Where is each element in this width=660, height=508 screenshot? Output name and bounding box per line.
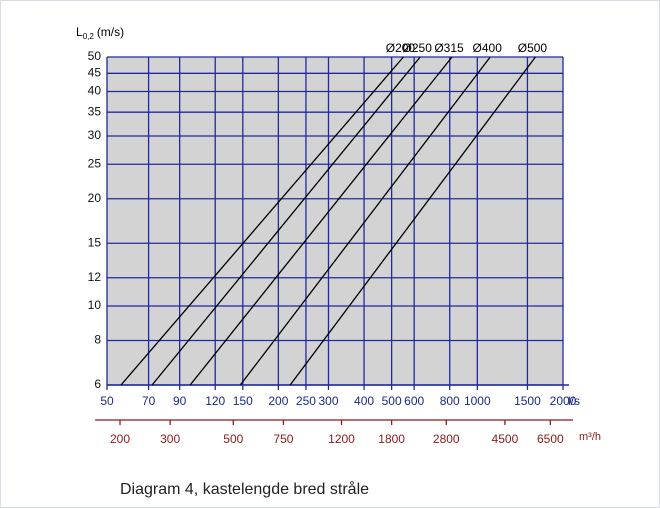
x2-tick-label: 2800: [433, 432, 460, 446]
series-label: Ø250: [403, 41, 433, 55]
y-label-unit: (m/s): [97, 25, 124, 39]
y-tick-label: 50: [88, 49, 102, 63]
x-tick-label: 1000: [464, 394, 491, 408]
x-tick-label: 500: [382, 394, 402, 408]
y-tick-label: 20: [88, 191, 102, 205]
series-line: [239, 56, 491, 386]
y-label-symbol: L: [76, 25, 83, 39]
caption: Diagram 4, kastelengde bred stråle: [120, 480, 369, 498]
y-axis-label: L0,2 (m/s): [76, 25, 124, 41]
x2-tick-label: 4500: [492, 432, 519, 446]
x2-tick-label: 750: [273, 432, 293, 446]
x-tick-label: 120: [205, 394, 225, 408]
x-tick-label: 200: [268, 394, 288, 408]
x-tick-label: 800: [440, 394, 460, 408]
y-tick-label: 40: [88, 84, 102, 98]
series-label: Ø400: [473, 41, 503, 55]
y-tick-label: 6: [94, 377, 101, 391]
y-tick-label: 45: [88, 65, 102, 79]
x-tick-label: 1500: [514, 394, 541, 408]
series-line: [120, 56, 404, 386]
series-line: [151, 56, 421, 386]
x-axis-label: l/s: [568, 394, 580, 408]
series-label: Ø200: [386, 41, 416, 55]
series-label: Ø500: [518, 41, 548, 55]
series-line: [189, 56, 453, 386]
x-tick-label: 400: [354, 394, 374, 408]
y-tick-label: 25: [88, 156, 102, 170]
y-label-subscript: 0,2: [83, 32, 95, 41]
x2-tick-label: 1200: [328, 432, 355, 446]
y-tick-label: 15: [88, 235, 102, 249]
x2-tick-label: 1800: [378, 432, 405, 446]
y-tick-label: 30: [88, 128, 102, 142]
series-line: [289, 56, 536, 386]
x2-tick-label: 500: [223, 432, 243, 446]
x-tick-label: 600: [404, 394, 424, 408]
y-tick-label: 8: [94, 333, 101, 347]
x2-axis-label: m³/h: [579, 431, 601, 443]
y-tick-label: 12: [88, 270, 102, 284]
y-tick-label: 35: [88, 104, 102, 118]
series-label: Ø315: [434, 41, 464, 55]
x-tick-label: 150: [233, 394, 253, 408]
x-tick-label: 90: [173, 394, 187, 408]
x2-tick-label: 300: [160, 432, 180, 446]
x-tick-label: 300: [318, 394, 338, 408]
x-tick-label: 70: [142, 394, 156, 408]
x2-tick-label: 200: [110, 432, 130, 446]
x-tick-label: 50: [100, 394, 114, 408]
x-tick-label: 250: [296, 394, 316, 408]
y-tick-label: 10: [88, 298, 102, 312]
x-tick-label: 2000: [550, 394, 577, 408]
x2-tick-label: 6500: [537, 432, 564, 446]
plot-area: [107, 57, 563, 385]
